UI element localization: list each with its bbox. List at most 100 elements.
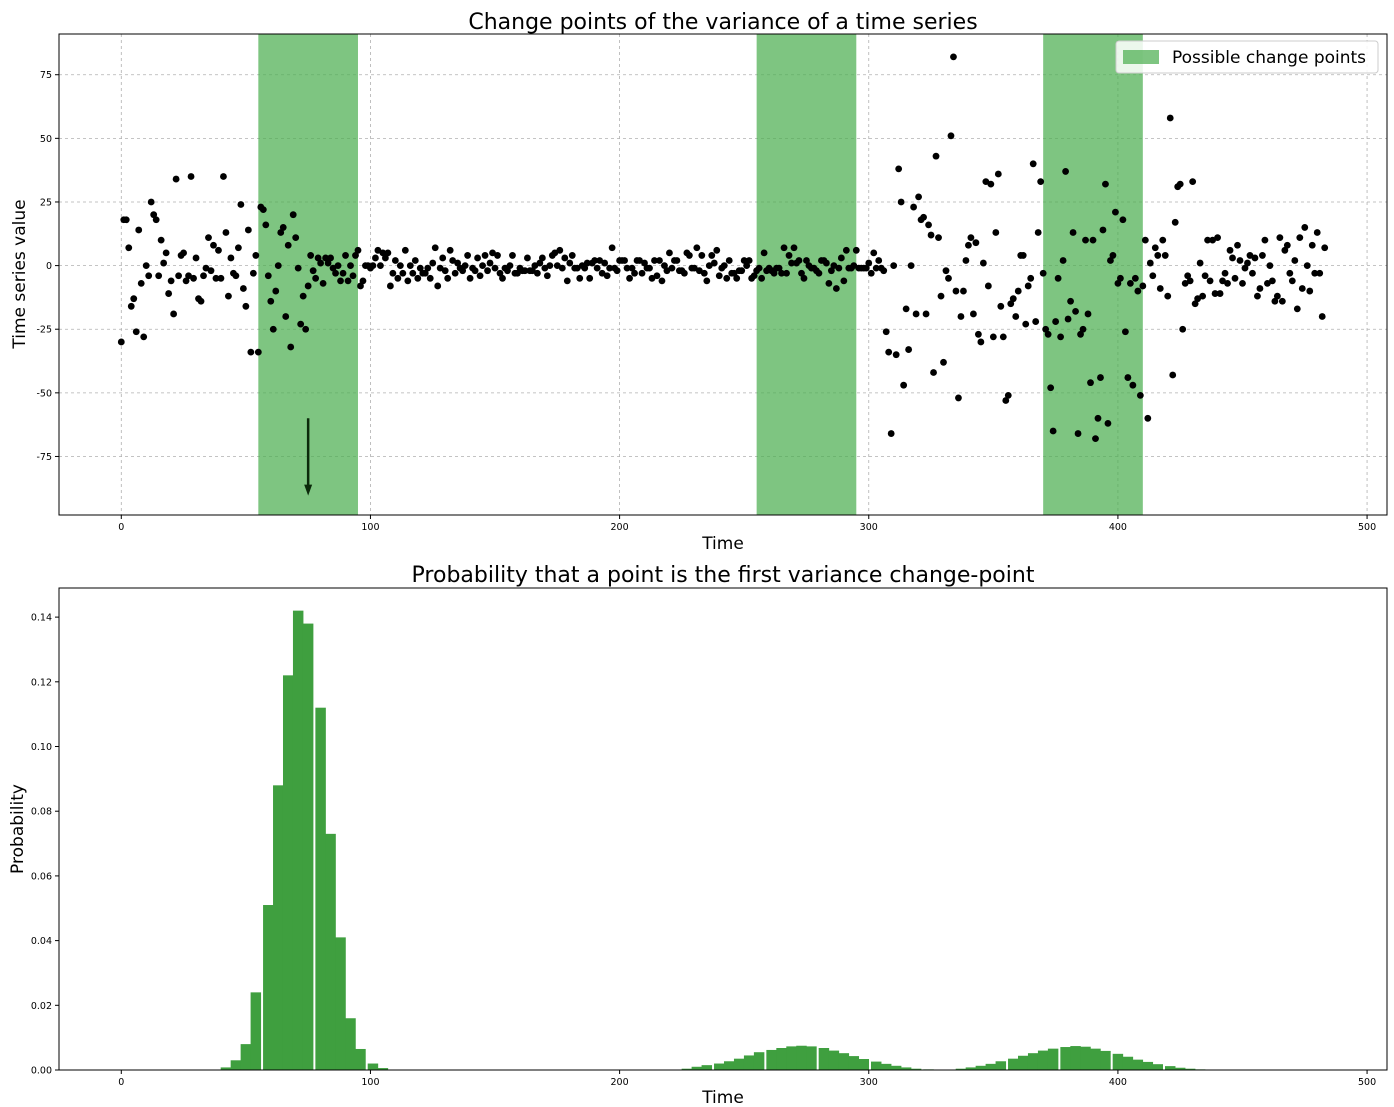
data-point: [471, 267, 479, 275]
data-point: [882, 328, 890, 336]
data-point: [783, 269, 790, 277]
data-point: [972, 239, 980, 247]
probability-bar: [1165, 1066, 1176, 1070]
probability-bar: [786, 1046, 797, 1070]
data-point: [152, 216, 160, 224]
probability-bar: [955, 1068, 967, 1070]
data-point: [800, 274, 808, 282]
legend-box: [1115, 40, 1379, 74]
data-point: [623, 264, 631, 272]
x-axis-label: Time: [701, 534, 744, 554]
data-point: [1034, 229, 1042, 236]
data-point: [1089, 236, 1097, 244]
data-point: [324, 259, 332, 267]
data-point: [175, 272, 182, 280]
data-point: [984, 282, 992, 290]
data-point: [536, 259, 544, 267]
data-point: [1099, 226, 1107, 234]
data-point: [1236, 257, 1244, 264]
data-point: [252, 252, 260, 259]
data-point: [1221, 269, 1229, 277]
data-point: [1012, 313, 1020, 320]
data-point: [907, 262, 915, 269]
data-point: [431, 244, 439, 252]
data-point: [476, 272, 484, 280]
data-point: [1296, 234, 1304, 241]
data-point: [631, 269, 638, 277]
data-point: [441, 267, 449, 275]
plot-area-frame: [58, 33, 1388, 516]
data-point: [429, 259, 437, 267]
data-point: [1014, 287, 1022, 295]
x-tick-label: 200: [611, 1077, 629, 1088]
legend-swatch: [1123, 50, 1159, 64]
data-point: [1239, 280, 1246, 287]
data-point: [1119, 216, 1127, 224]
data-point: [524, 254, 531, 262]
data-point: [887, 430, 895, 437]
data-point: [399, 269, 407, 277]
probability-bar: [838, 1053, 850, 1070]
probability-bar: [355, 1048, 366, 1070]
data-point: [337, 277, 344, 285]
x-tick-label: 100: [361, 522, 379, 533]
x-tick-label: 400: [1109, 1077, 1127, 1088]
data-point: [561, 254, 569, 262]
data-point: [1176, 180, 1184, 188]
probability-bar: [230, 1060, 242, 1070]
data-point: [606, 264, 614, 272]
data-point: [459, 267, 467, 275]
data-point: [377, 262, 384, 269]
data-point: [902, 305, 910, 313]
data-point: [504, 267, 511, 275]
data-point: [543, 272, 551, 280]
data-point: [890, 262, 898, 269]
data-point: [481, 252, 489, 259]
probability-bar: [776, 1048, 787, 1070]
y-tick-label: 0.00: [31, 1066, 52, 1077]
data-point: [967, 234, 975, 241]
data-point: [710, 259, 718, 267]
data-point: [989, 333, 997, 341]
data-point: [952, 287, 960, 295]
data-point: [1049, 427, 1057, 435]
data-point: [349, 272, 357, 280]
data-point: [862, 264, 870, 272]
probability-bar: [681, 1068, 693, 1070]
y-axis-label: Probability: [8, 784, 28, 874]
data-point: [227, 254, 235, 262]
data-point: [758, 274, 766, 282]
data-point: [1022, 320, 1030, 328]
data-point: [406, 262, 414, 269]
data-point: [927, 231, 935, 239]
data-point: [484, 267, 491, 275]
data-point: [755, 264, 763, 272]
data-point: [372, 254, 379, 262]
data-point: [267, 297, 275, 305]
data-point: [1149, 272, 1157, 280]
probability-bar: [848, 1056, 860, 1070]
data-point: [162, 249, 170, 257]
data-point: [464, 252, 472, 259]
probability-bar: [250, 992, 262, 1070]
probability-bar: [1152, 1064, 1164, 1070]
data-point: [1204, 236, 1212, 244]
data-point: [1097, 374, 1104, 381]
probability-bar: [910, 1068, 922, 1070]
data-point: [1094, 414, 1102, 422]
data-point: [576, 274, 584, 282]
data-point: [1136, 391, 1144, 399]
y-axis-label: Time series value: [10, 199, 30, 349]
data-point: [1301, 224, 1309, 231]
probability-bar: [1018, 1055, 1029, 1070]
data-point: [212, 274, 220, 282]
data-point: [1087, 379, 1094, 387]
probability-bar: [1100, 1050, 1111, 1070]
data-point: [563, 277, 571, 285]
probability-bar: [890, 1065, 902, 1070]
data-point: [895, 165, 903, 173]
data-point: [1084, 310, 1092, 318]
data-point: [581, 264, 589, 272]
data-point: [937, 292, 945, 300]
data-point: [1027, 274, 1035, 282]
